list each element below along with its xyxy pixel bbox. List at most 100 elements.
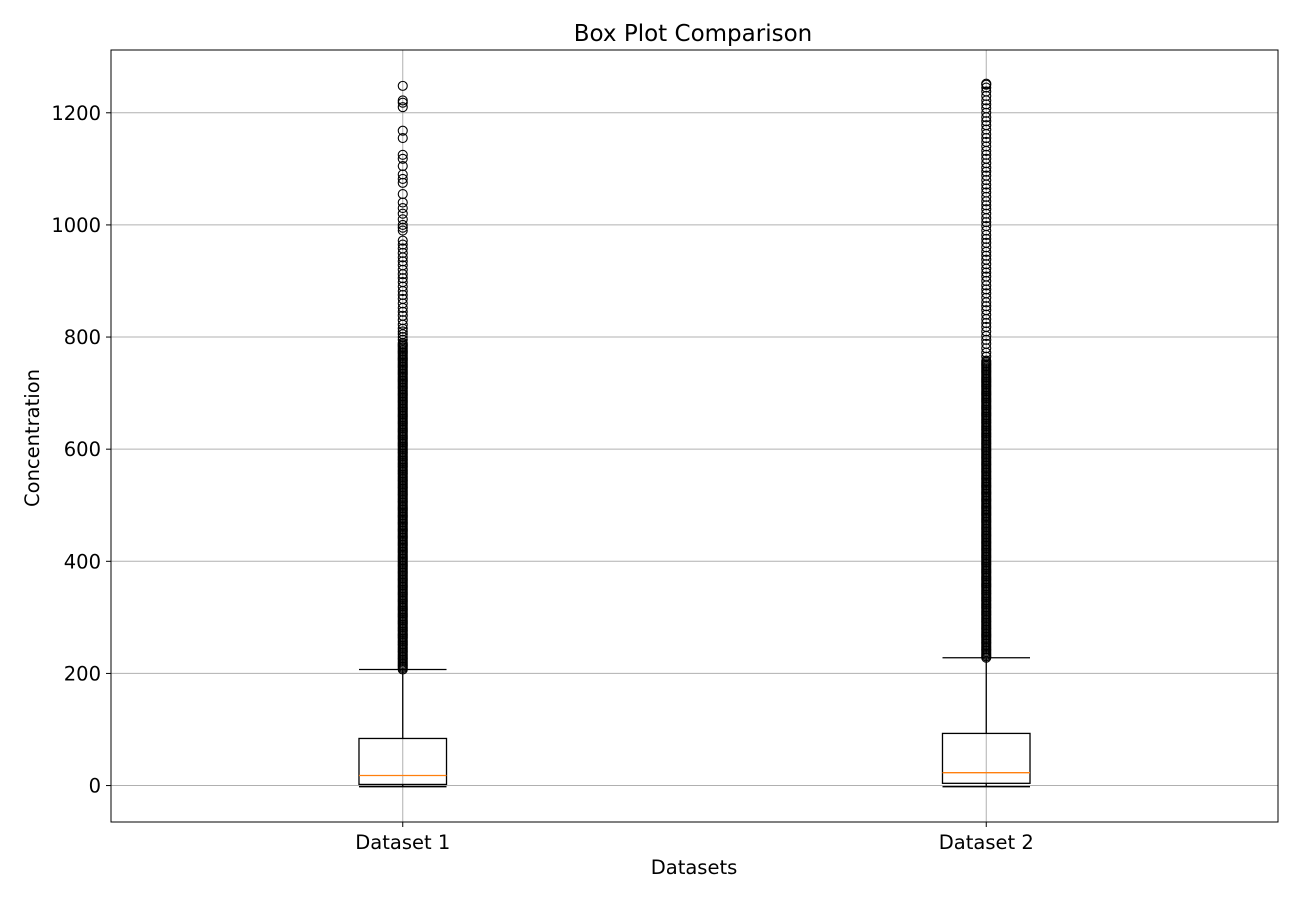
box-series-2	[941, 78, 1031, 788]
outlier-point	[397, 289, 408, 301]
outlier-point	[981, 170, 992, 181]
outlier-point	[981, 187, 992, 198]
outlier-point	[981, 103, 992, 114]
outlier-point	[397, 177, 408, 188]
y-tick-label: 600	[64, 438, 101, 461]
box-layer	[358, 78, 1031, 788]
outlier-point	[981, 116, 992, 127]
outlier-point	[397, 197, 408, 208]
axes-frame	[110, 49, 1279, 823]
outlier-point	[981, 301, 992, 312]
outlier-point	[981, 141, 992, 152]
outlier-point	[397, 95, 408, 106]
outlier-point	[397, 208, 408, 219]
outlier-point	[981, 355, 992, 366]
outlier-point	[981, 237, 992, 248]
outlier-point	[981, 220, 992, 232]
outlier-point	[397, 169, 408, 180]
outlier-point	[981, 132, 992, 144]
outlier-point	[981, 90, 992, 102]
outlier-point	[981, 82, 992, 93]
outlier-point	[981, 158, 992, 169]
tick-layer: 0 200 400 600 800 1000 1200 Dataset 1 Dataset 2	[51, 102, 1033, 854]
y-tick-label: 1000	[51, 214, 101, 237]
outlier-point	[397, 239, 408, 250]
outlier-point	[981, 204, 992, 215]
outlier-point	[981, 136, 992, 147]
outlier-point	[981, 317, 992, 329]
outlier-point	[981, 242, 992, 253]
outlier-point	[397, 281, 408, 292]
outlier-point	[981, 225, 992, 236]
y-axis-label: Concentration	[21, 369, 44, 507]
outlier-point	[397, 277, 408, 288]
outlier-point	[981, 175, 992, 186]
grid-layer	[111, 50, 1278, 822]
outlier-point	[397, 153, 408, 164]
outlier-point	[981, 99, 992, 110]
outlier-point	[397, 243, 408, 254]
outlier-point	[981, 292, 992, 303]
outlier-point	[981, 305, 992, 316]
outlier-point	[981, 78, 992, 89]
outlier-point	[397, 298, 408, 309]
outlier-point	[981, 149, 992, 160]
outlier-point	[397, 222, 408, 233]
outlier-point	[981, 166, 992, 177]
outlier-point	[397, 256, 408, 267]
outlier-point	[397, 225, 408, 236]
outlier-point	[981, 284, 992, 295]
iqr-box	[358, 737, 448, 786]
x-tick-label: Dataset 2	[939, 831, 1034, 854]
outlier-point	[397, 214, 408, 225]
outlier-point	[397, 247, 408, 259]
outlier-point	[397, 235, 408, 246]
y-tick-label: 1200	[51, 102, 101, 125]
outlier-point	[981, 275, 992, 287]
outlier-point	[397, 260, 408, 271]
outlier-point	[981, 191, 992, 202]
outlier-point	[981, 271, 992, 282]
outlier-point	[981, 217, 992, 228]
outlier-point	[397, 326, 408, 337]
outlier-point	[397, 132, 408, 144]
outlier-point	[397, 80, 408, 91]
y-tick-label: 400	[64, 550, 101, 573]
outlier-point	[981, 233, 992, 244]
outlier-point	[397, 173, 408, 184]
outlier-point	[397, 331, 408, 343]
x-axis-label: Datasets	[651, 856, 738, 879]
box-series-1	[358, 80, 448, 788]
outlier-point	[397, 264, 408, 275]
outlier-point	[397, 323, 408, 334]
outlier-point	[397, 149, 408, 160]
chart-title: Box Plot Comparison	[574, 21, 812, 47]
outlier-point	[397, 315, 408, 326]
outlier-point	[397, 273, 408, 284]
outlier-point	[397, 310, 408, 321]
outlier-point	[981, 183, 992, 194]
outlier-point	[981, 254, 992, 265]
outlier-point	[981, 107, 992, 118]
outlier-point	[981, 321, 992, 333]
outlier-point	[397, 219, 408, 230]
outlier-point	[397, 125, 408, 136]
outlier-point	[981, 86, 992, 97]
outlier-point	[397, 102, 408, 113]
outlier-point	[981, 309, 992, 320]
outlier-point	[981, 267, 992, 278]
outlier-point	[981, 120, 992, 131]
outlier-point	[981, 288, 992, 299]
outlier-point	[981, 208, 992, 219]
outlier-point	[981, 153, 992, 164]
outlier-point	[397, 334, 408, 345]
outlier-point	[981, 351, 992, 362]
x-tick-label: Dataset 1	[355, 831, 450, 854]
outlier-point	[981, 343, 992, 354]
outlier-point	[981, 326, 992, 337]
outlier-point	[981, 200, 992, 211]
outlier-point	[981, 124, 992, 135]
outlier-point	[397, 161, 408, 172]
outlier-point	[981, 334, 992, 345]
